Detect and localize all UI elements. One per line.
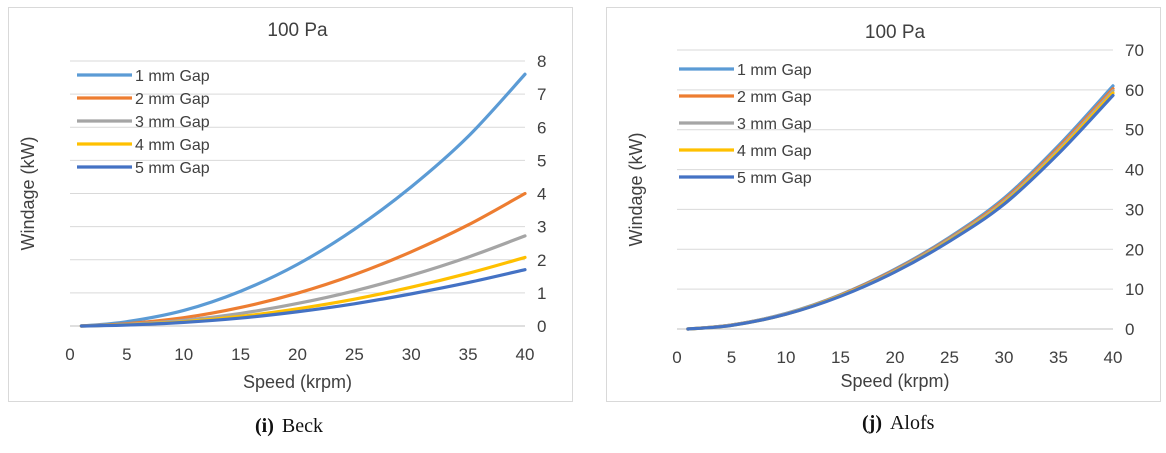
y-tick-label: 7: [537, 85, 546, 104]
y-tick-label: 60: [1125, 81, 1144, 100]
legend-label: 2 mm Gap: [135, 91, 210, 108]
x-tick-label: 10: [777, 348, 796, 367]
x-tick-label: 10: [174, 345, 193, 364]
legend-label: 5 mm Gap: [737, 170, 812, 187]
x-tick-label: 15: [831, 348, 850, 367]
x-tick-label: 30: [995, 348, 1014, 367]
x-tick-label: 40: [516, 345, 535, 364]
x-tick-label: 40: [1104, 348, 1123, 367]
y-tick-label: 30: [1125, 200, 1144, 219]
y-axis-label: Windage (kW): [18, 136, 38, 250]
y-tick-label: 2: [537, 251, 546, 270]
x-tick-label: 25: [345, 345, 364, 364]
x-tick-label: 25: [940, 348, 959, 367]
chart-panel-alofs: 0 10 20 30 40 50 60 70 0 5 10 15 20 25 30 35 40 100 Pa Spe…: [606, 7, 1161, 402]
legend-label: 3 mm Gap: [737, 116, 812, 133]
y-tick-label: 0: [537, 317, 546, 336]
legend-label: 3 mm Gap: [135, 114, 210, 131]
x-tick-label: 35: [1049, 348, 1068, 367]
y-tick-label: 6: [537, 118, 546, 137]
caption-label: (i): [255, 415, 274, 437]
x-tick-label: 5: [122, 345, 131, 364]
y-tick-label: 0: [1125, 320, 1134, 339]
y-tick-label: 20: [1125, 240, 1144, 259]
y-tick-label: 4: [537, 185, 546, 204]
chart-title: 100 Pa: [865, 22, 926, 43]
legend-label: 1 mm Gap: [135, 68, 210, 85]
y-tick-label: 10: [1125, 280, 1144, 299]
series-line-5: [79, 268, 527, 328]
y-tick-label: 40: [1125, 161, 1144, 180]
series-line-5: [686, 93, 1115, 331]
chart-alofs: 0 10 20 30 40 50 60 70 0 5 10 15 20 25 30 35 40 100 Pa Spe…: [626, 22, 1144, 391]
chart-panel-beck: 0 1 2 3 4 5 6 7 8 0 5 10 15 20 25 30 35 40 100 Pa Speed (kr…: [8, 7, 573, 402]
caption-label: (j): [862, 412, 882, 434]
x-tick-label: 0: [65, 345, 74, 364]
caption-beck: (i) Beck: [255, 415, 323, 438]
caption-text: Beck: [281, 415, 323, 437]
chart-beck: 0 1 2 3 4 5 6 7 8 0 5 10 15 20 25 30 35 40 100 Pa Speed (kr…: [18, 20, 546, 392]
x-tick-label: 5: [727, 348, 736, 367]
legend-label: 4 mm Gap: [737, 143, 812, 160]
y-axis-label: Windage (kW): [626, 132, 646, 246]
y-tick-label: 50: [1125, 121, 1144, 140]
x-tick-label: 35: [459, 345, 478, 364]
x-tick-label: 20: [288, 345, 307, 364]
y-tick-label: 5: [537, 151, 546, 170]
x-tick-label: 0: [672, 348, 681, 367]
x-axis-label: Speed (krpm): [840, 371, 949, 391]
y-tick-label: 3: [537, 218, 546, 237]
legend-label: 4 mm Gap: [135, 137, 210, 154]
y-tick-label: 1: [537, 284, 546, 303]
chart-title: 100 Pa: [267, 20, 328, 41]
caption-alofs: (j) Alofs: [862, 412, 934, 435]
x-tick-label: 30: [402, 345, 421, 364]
x-tick-label: 20: [886, 348, 905, 367]
y-tick-label: 8: [537, 52, 546, 71]
series-line-1: [79, 72, 527, 328]
x-tick-label: 15: [231, 345, 250, 364]
legend-label: 1 mm Gap: [737, 62, 812, 79]
legend-label: 5 mm Gap: [135, 160, 210, 177]
caption-text: Alofs: [889, 412, 935, 434]
x-axis-label: Speed (krpm): [243, 372, 352, 392]
y-tick-label: 70: [1125, 41, 1144, 60]
legend-label: 2 mm Gap: [737, 89, 812, 106]
